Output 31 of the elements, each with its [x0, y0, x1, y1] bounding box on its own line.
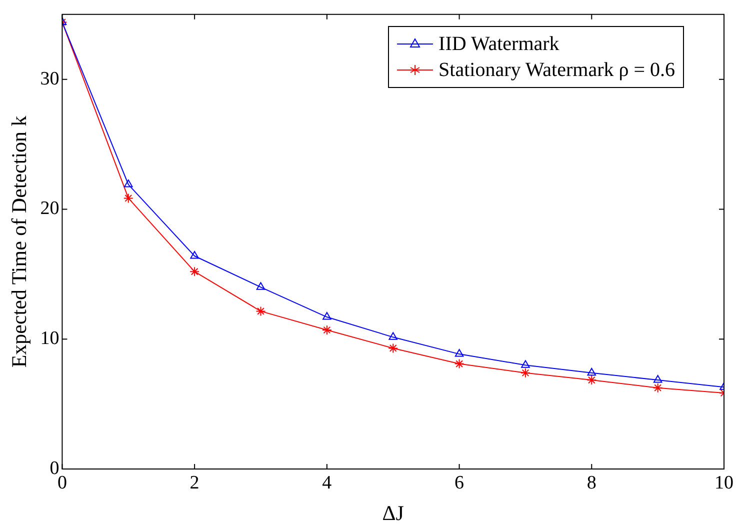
y-tick-label: 20	[40, 198, 60, 220]
legend-label: IID Watermark	[438, 32, 560, 58]
point	[454, 358, 464, 369]
point	[653, 375, 662, 383]
point	[322, 312, 332, 320]
x-tick-label: 8	[586, 472, 596, 494]
point	[520, 368, 530, 378]
point	[190, 266, 200, 277]
point	[256, 306, 266, 316]
point	[322, 325, 332, 336]
point	[190, 250, 199, 259]
x-tick-label: 4	[322, 472, 332, 494]
y-axis-title: Expected Time of Detection k	[7, 115, 32, 368]
point	[652, 382, 663, 393]
x-tick-label: 2	[190, 472, 200, 494]
legend-label: Stationary Watermark ρ = 0.6	[438, 58, 675, 84]
point	[388, 332, 398, 340]
x-tick-label: 6	[454, 472, 464, 494]
point	[586, 375, 597, 386]
y-tick-label: 10	[40, 328, 60, 350]
point	[124, 180, 133, 188]
point	[388, 343, 398, 354]
x-axis-title: ΔJ	[382, 500, 404, 525]
x-tick-label: 10	[714, 472, 734, 494]
point	[587, 368, 596, 376]
y-tick-label: 0	[50, 458, 60, 479]
y-tick-label: 30	[40, 68, 60, 90]
point	[256, 282, 266, 290]
point	[454, 349, 464, 357]
point	[521, 360, 530, 368]
point	[123, 193, 134, 204]
